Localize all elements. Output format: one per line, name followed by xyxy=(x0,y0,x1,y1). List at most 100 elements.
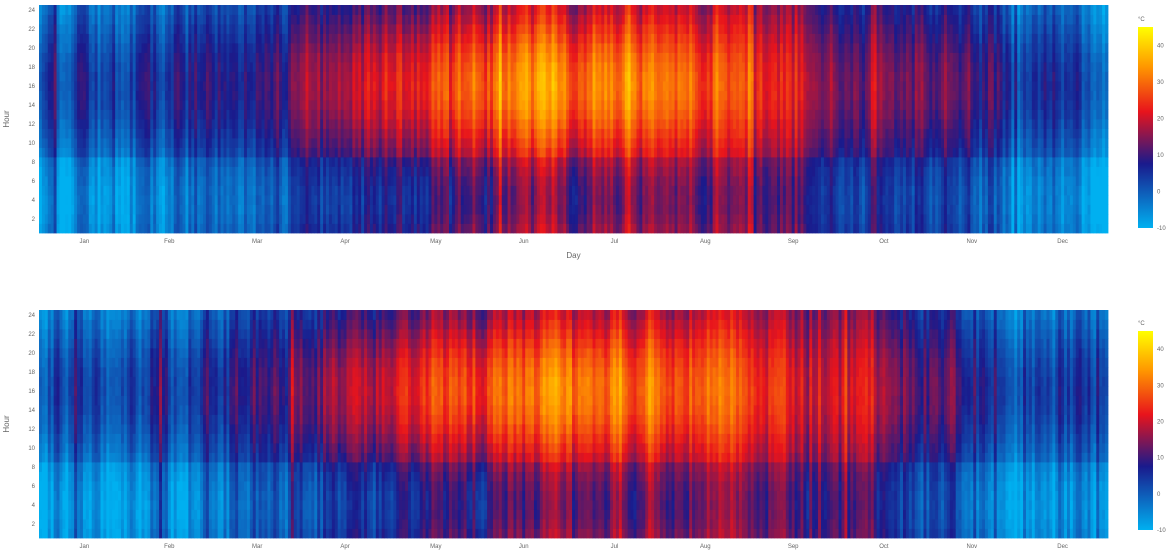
heatmap-cell xyxy=(162,157,166,167)
heatmap-cell xyxy=(449,166,453,177)
heatmap-cell xyxy=(156,33,160,44)
heatmap-cell xyxy=(419,90,424,101)
heatmap-cell xyxy=(167,14,172,25)
heatmap-cell xyxy=(460,138,465,148)
heatmap-cell xyxy=(302,214,306,224)
heatmap-cell xyxy=(560,43,564,53)
heatmap-cell xyxy=(94,5,98,15)
heatmap-cell xyxy=(85,100,90,110)
heatmap-cell xyxy=(343,223,347,234)
heatmap-cell xyxy=(636,52,640,63)
heatmap-cell xyxy=(191,90,195,101)
heatmap-cell xyxy=(273,5,277,15)
heatmap-cell xyxy=(545,52,550,63)
heatmap-cell xyxy=(375,119,380,129)
heatmap-cell xyxy=(173,100,178,110)
heatmap-cell xyxy=(487,214,491,224)
heatmap-cell xyxy=(264,166,268,177)
heatmap-cell xyxy=(159,223,163,234)
heatmap-cell xyxy=(610,81,614,91)
heatmap-cell xyxy=(65,43,69,53)
heatmap-cell xyxy=(569,24,573,34)
heatmap-cell xyxy=(123,71,128,82)
heatmap-cell xyxy=(613,90,617,101)
heatmap-cell xyxy=(200,71,204,82)
heatmap-cell xyxy=(595,24,599,34)
heatmap-cell xyxy=(639,52,643,63)
heatmap-cell xyxy=(443,223,447,234)
heatmap-cell xyxy=(419,71,424,82)
heatmap-cell xyxy=(267,62,271,72)
heatmap-cell xyxy=(261,204,265,215)
heatmap-cell xyxy=(343,138,347,148)
heatmap-cell xyxy=(100,24,104,34)
heatmap-cell xyxy=(604,195,608,205)
heatmap-cell xyxy=(437,71,441,82)
heatmap-cell xyxy=(531,71,535,82)
heatmap-cell xyxy=(364,204,368,215)
heatmap-cell xyxy=(572,166,576,177)
heatmap-cell xyxy=(314,90,318,101)
heatmap-cell xyxy=(569,90,573,101)
heatmap-cell xyxy=(554,119,558,129)
heatmap-cell xyxy=(39,81,43,91)
heatmap-cell xyxy=(592,195,596,205)
heatmap-cell xyxy=(320,214,324,224)
heatmap-cell xyxy=(156,71,160,82)
heatmap-cell xyxy=(44,223,49,234)
heatmap-cell xyxy=(293,71,298,82)
heatmap-cell xyxy=(252,214,257,224)
heatmap-cell xyxy=(349,176,353,186)
heatmap-cell xyxy=(41,223,46,234)
heatmap-cell xyxy=(645,195,649,205)
heatmap-cell xyxy=(572,109,576,120)
heatmap-cell xyxy=(492,33,497,44)
heatmap-cell xyxy=(156,14,160,25)
heatmap-cell xyxy=(454,223,459,234)
heatmap-cell xyxy=(147,185,151,196)
heatmap-cell xyxy=(525,166,529,177)
heatmap-cell xyxy=(577,14,582,25)
heatmap-cell xyxy=(77,166,81,177)
heatmap-cell xyxy=(580,71,585,82)
heatmap-cell xyxy=(68,90,72,101)
heatmap-cell xyxy=(44,147,49,158)
heatmap-cell xyxy=(170,176,175,186)
heatmap-cell xyxy=(563,33,567,44)
heatmap-cell xyxy=(557,100,561,110)
heatmap-cell xyxy=(484,223,488,234)
heatmap-cell xyxy=(285,204,289,215)
heatmap-cell xyxy=(167,43,172,53)
heatmap-cell xyxy=(200,157,204,167)
heatmap-cell xyxy=(372,138,377,148)
heatmap-cell xyxy=(323,176,327,186)
heatmap-cell xyxy=(484,214,488,224)
heatmap-cell xyxy=(226,214,230,224)
heatmap-cell xyxy=(613,128,617,139)
heatmap-cell xyxy=(431,71,435,82)
heatmap-cell xyxy=(138,195,142,205)
heatmap-cell xyxy=(123,195,128,205)
heatmap-cell xyxy=(170,195,175,205)
heatmap-cell xyxy=(182,5,186,15)
heatmap-cell xyxy=(408,138,412,148)
heatmap-cell xyxy=(574,214,579,224)
heatmap-cell xyxy=(545,176,550,186)
heatmap-cell xyxy=(577,195,582,205)
heatmap-cell xyxy=(112,185,116,196)
heatmap-cell xyxy=(156,43,160,53)
heatmap-cell xyxy=(393,214,397,224)
heatmap-cell xyxy=(103,147,107,158)
heatmap-cell xyxy=(384,223,388,234)
heatmap-cell xyxy=(639,24,643,34)
heatmap-cell xyxy=(328,128,333,139)
heatmap-cell xyxy=(211,128,216,139)
heatmap-cell xyxy=(164,14,169,25)
heatmap-cell xyxy=(279,223,283,234)
heatmap-cell xyxy=(481,62,485,72)
heatmap-cell xyxy=(566,71,570,82)
heatmap-cell xyxy=(326,119,330,129)
heatmap-cell xyxy=(610,100,614,110)
heatmap-cell xyxy=(100,33,104,44)
